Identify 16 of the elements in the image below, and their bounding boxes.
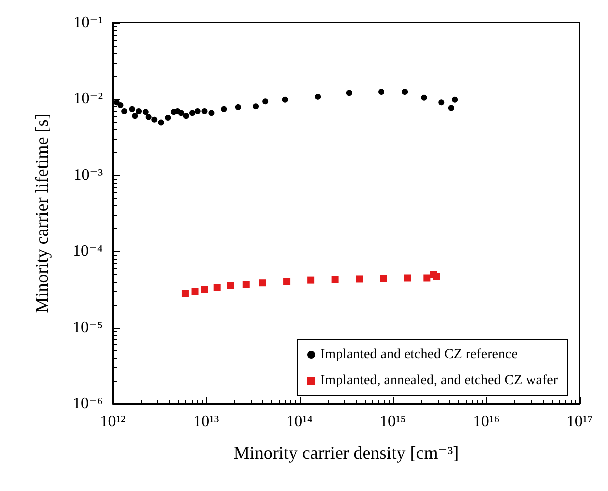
y-axis-title: Minority carrier lifetime [s] — [32, 114, 52, 314]
x-tick-label: 10¹⁵ — [380, 414, 406, 430]
y-tick-label: 10⁻¹ — [74, 14, 104, 32]
x-axis-title: Minority carrier density [cm⁻³] — [234, 443, 460, 463]
legend-label: Implanted, annealed, and etched CZ wafer — [320, 374, 558, 388]
y-tick-label: 10⁻³ — [74, 166, 104, 184]
x-tick-label: 10¹⁶ — [473, 414, 500, 430]
y-tick-label: 10⁻⁵ — [72, 319, 103, 336]
x-tick-label: 10¹³ — [194, 414, 220, 430]
x-tick-label: 10¹² — [100, 414, 126, 430]
legend-label: Implanted and etched CZ reference — [320, 348, 518, 362]
y-tick-label: 10⁻⁶ — [72, 396, 103, 412]
y-tick-label: 10⁻² — [74, 90, 104, 108]
x-tick-label: 10¹⁴ — [286, 414, 314, 430]
x-tick-label: 10¹⁷ — [566, 414, 594, 430]
y-tick-label: 10⁻⁴ — [72, 243, 104, 260]
